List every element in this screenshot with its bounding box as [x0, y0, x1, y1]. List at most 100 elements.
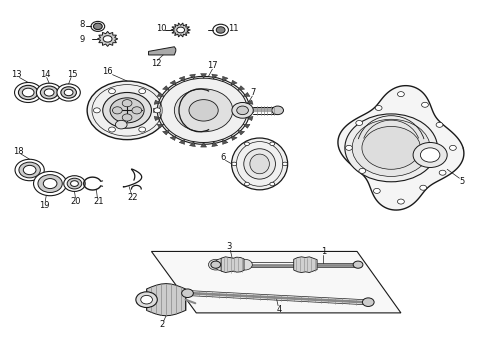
Circle shape — [245, 142, 249, 145]
Circle shape — [177, 27, 185, 33]
Polygon shape — [294, 257, 317, 273]
Ellipse shape — [244, 149, 275, 179]
Polygon shape — [163, 130, 170, 135]
Circle shape — [182, 289, 194, 297]
Circle shape — [40, 86, 58, 99]
Circle shape — [439, 170, 446, 175]
Polygon shape — [222, 139, 228, 144]
Circle shape — [94, 108, 100, 113]
Circle shape — [15, 82, 42, 103]
Circle shape — [356, 121, 363, 126]
Polygon shape — [200, 73, 207, 78]
Text: 14: 14 — [40, 70, 50, 79]
Circle shape — [211, 261, 220, 268]
Text: 16: 16 — [102, 67, 113, 76]
Polygon shape — [170, 135, 176, 140]
Text: 5: 5 — [459, 177, 465, 186]
Circle shape — [103, 93, 151, 128]
Circle shape — [229, 258, 246, 271]
Circle shape — [189, 100, 218, 121]
Circle shape — [15, 159, 44, 181]
Ellipse shape — [232, 138, 288, 190]
Polygon shape — [246, 116, 253, 121]
Text: 8: 8 — [79, 20, 85, 29]
Polygon shape — [171, 23, 191, 37]
Circle shape — [64, 89, 73, 96]
Polygon shape — [179, 139, 185, 144]
Polygon shape — [163, 86, 170, 90]
Circle shape — [397, 92, 404, 96]
Text: 12: 12 — [151, 59, 162, 68]
Circle shape — [345, 145, 352, 150]
Polygon shape — [247, 108, 254, 113]
Circle shape — [352, 119, 430, 176]
Polygon shape — [243, 93, 250, 96]
Circle shape — [91, 21, 105, 31]
Polygon shape — [231, 135, 237, 140]
Text: 7: 7 — [250, 88, 256, 97]
Circle shape — [221, 258, 240, 271]
Text: 22: 22 — [128, 193, 138, 202]
Circle shape — [359, 168, 366, 174]
Circle shape — [38, 175, 62, 193]
Circle shape — [421, 102, 428, 107]
Polygon shape — [153, 108, 160, 113]
Circle shape — [436, 122, 443, 127]
Circle shape — [61, 87, 76, 98]
Circle shape — [449, 145, 456, 150]
Polygon shape — [212, 142, 218, 147]
Circle shape — [174, 89, 233, 132]
Circle shape — [116, 120, 127, 129]
Polygon shape — [231, 80, 237, 85]
Circle shape — [345, 114, 438, 182]
Circle shape — [238, 259, 252, 270]
Circle shape — [23, 88, 34, 97]
Polygon shape — [246, 100, 253, 104]
Circle shape — [19, 85, 38, 100]
Circle shape — [141, 296, 152, 304]
Circle shape — [109, 127, 116, 132]
Circle shape — [19, 162, 40, 178]
Polygon shape — [238, 86, 245, 90]
Circle shape — [87, 81, 167, 140]
Polygon shape — [151, 251, 401, 313]
Circle shape — [237, 106, 248, 114]
Text: 20: 20 — [71, 197, 81, 206]
Polygon shape — [154, 100, 161, 104]
Circle shape — [232, 162, 237, 166]
Polygon shape — [157, 124, 164, 128]
Circle shape — [33, 171, 67, 196]
Circle shape — [208, 259, 223, 270]
Polygon shape — [338, 86, 464, 210]
Circle shape — [270, 182, 275, 186]
Text: 13: 13 — [11, 70, 22, 79]
Text: 9: 9 — [80, 36, 85, 45]
Circle shape — [132, 107, 142, 114]
Polygon shape — [179, 76, 185, 81]
Polygon shape — [148, 47, 176, 55]
Polygon shape — [157, 93, 164, 96]
Circle shape — [122, 114, 132, 121]
Circle shape — [122, 100, 132, 107]
Polygon shape — [221, 257, 244, 273]
Circle shape — [413, 143, 447, 167]
Text: 6: 6 — [220, 153, 226, 162]
Circle shape — [215, 258, 232, 271]
Polygon shape — [190, 74, 196, 79]
Circle shape — [110, 98, 144, 123]
Polygon shape — [170, 80, 176, 85]
Circle shape — [375, 105, 382, 111]
Circle shape — [103, 36, 112, 42]
Circle shape — [113, 107, 122, 114]
Circle shape — [420, 185, 427, 190]
Circle shape — [36, 83, 62, 102]
Polygon shape — [154, 116, 161, 121]
Circle shape — [67, 178, 82, 189]
Circle shape — [245, 182, 249, 186]
Circle shape — [94, 23, 102, 30]
Ellipse shape — [250, 154, 270, 174]
Polygon shape — [98, 31, 118, 46]
Circle shape — [373, 188, 380, 193]
Text: 1: 1 — [321, 247, 326, 256]
Polygon shape — [212, 74, 218, 79]
